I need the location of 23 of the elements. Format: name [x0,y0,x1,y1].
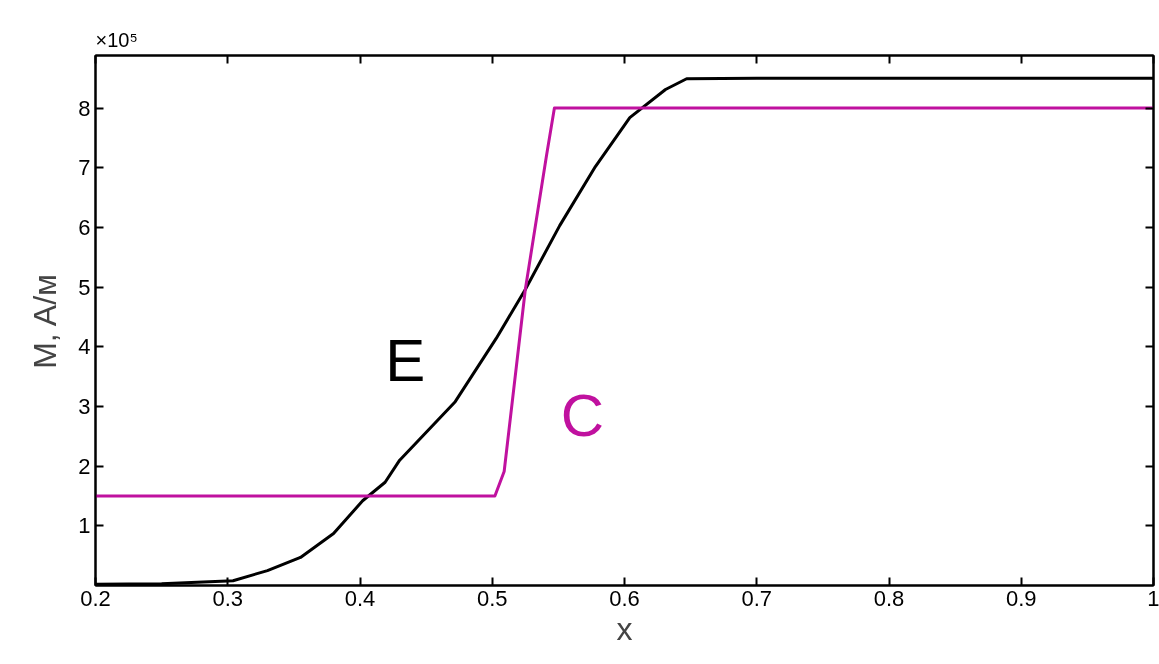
y-tick-label: 4 [78,334,91,360]
x-tick-label: 0.4 [344,585,376,611]
series-label: E [385,326,426,394]
x-tick-label: 0.5 [476,585,508,611]
text: ×10⁵ [95,28,138,51]
y-tick-label: 5 [78,274,91,300]
x-tick-label: 1 [1147,585,1159,611]
series-label: C [560,382,605,450]
x-tick-label: 0.6 [609,585,640,611]
y-tick-label: 2 [78,453,91,479]
y-tick-label: 6 [78,214,91,240]
x-tick-label: 0.8 [873,585,905,611]
y-tick-label: 1 [78,513,91,539]
y-tick-label: 7 [78,155,91,181]
y-axis-title: M, A/м [27,273,64,369]
x-tick-label: 0.9 [1005,585,1037,611]
x-tick-label: 0.3 [212,585,244,611]
line-series [95,106,1154,498]
y-tick-label: 3 [78,393,91,419]
x-tick-label: 0.2 [80,585,111,611]
x-axis-title: x [616,610,633,647]
y-tick-label: 8 [78,95,91,121]
x-tick-label: 0.7 [741,585,773,611]
